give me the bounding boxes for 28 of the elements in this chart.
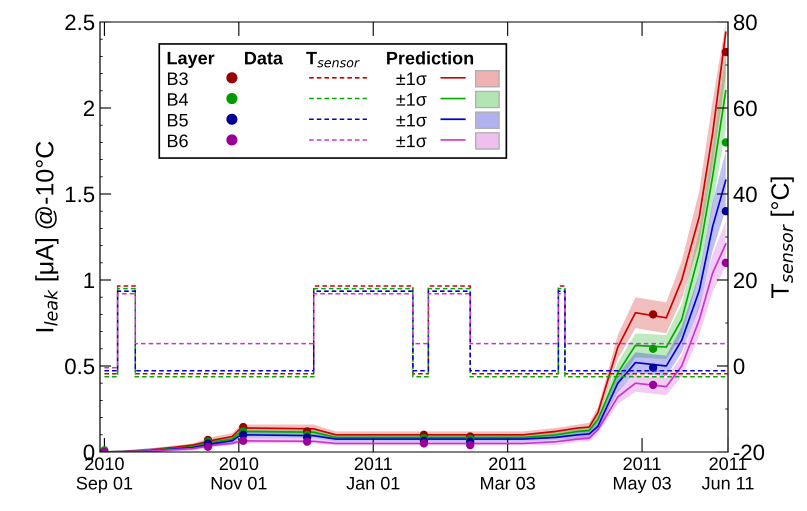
y-tick-label: 0.5 xyxy=(65,358,94,374)
annotation: T$_{sensor}$ xyxy=(306,52,360,68)
x-tick-label: 2011 Jan 01 xyxy=(346,457,400,490)
y2-tick-label: 40 xyxy=(733,186,757,202)
legend-label: B5 xyxy=(168,114,188,127)
y2-tick-label: 0 xyxy=(734,358,744,374)
y-tick-label: 1 xyxy=(84,272,94,288)
y-tick-label: 2 xyxy=(84,100,94,116)
annotation: Data xyxy=(245,52,284,64)
legend-label: ±1σ xyxy=(396,93,427,106)
legend-label: B4 xyxy=(168,93,188,106)
y-tick-label: 1.5 xyxy=(66,186,94,202)
y2-tick-label: 60 xyxy=(734,100,757,116)
legend-label: ±1σ xyxy=(396,72,427,86)
y2-tick-label: 20 xyxy=(734,272,757,288)
y2-axis-title: T$_{sensor}$ [°C] xyxy=(770,177,794,298)
y-tick-label: 2.5 xyxy=(65,14,94,30)
legend-label: ±1σ xyxy=(396,134,427,148)
x-tick-label: 2010 Nov 01 xyxy=(212,457,267,490)
y-axis-title: I$_{leak}$ [μA] @-10°C xyxy=(35,142,58,332)
legend-title: Layer xyxy=(168,52,214,68)
x-tick-label: 2011 Mar 03 xyxy=(481,457,535,490)
x-tick-label: 2011 May 03 xyxy=(614,457,671,494)
legend-label: ±1σ xyxy=(396,114,427,127)
y2-tick-label: 80 xyxy=(734,14,757,30)
annotation: Prediction xyxy=(387,51,474,64)
legend-label: B6 xyxy=(168,134,188,148)
legend-label: B3 xyxy=(168,72,188,86)
